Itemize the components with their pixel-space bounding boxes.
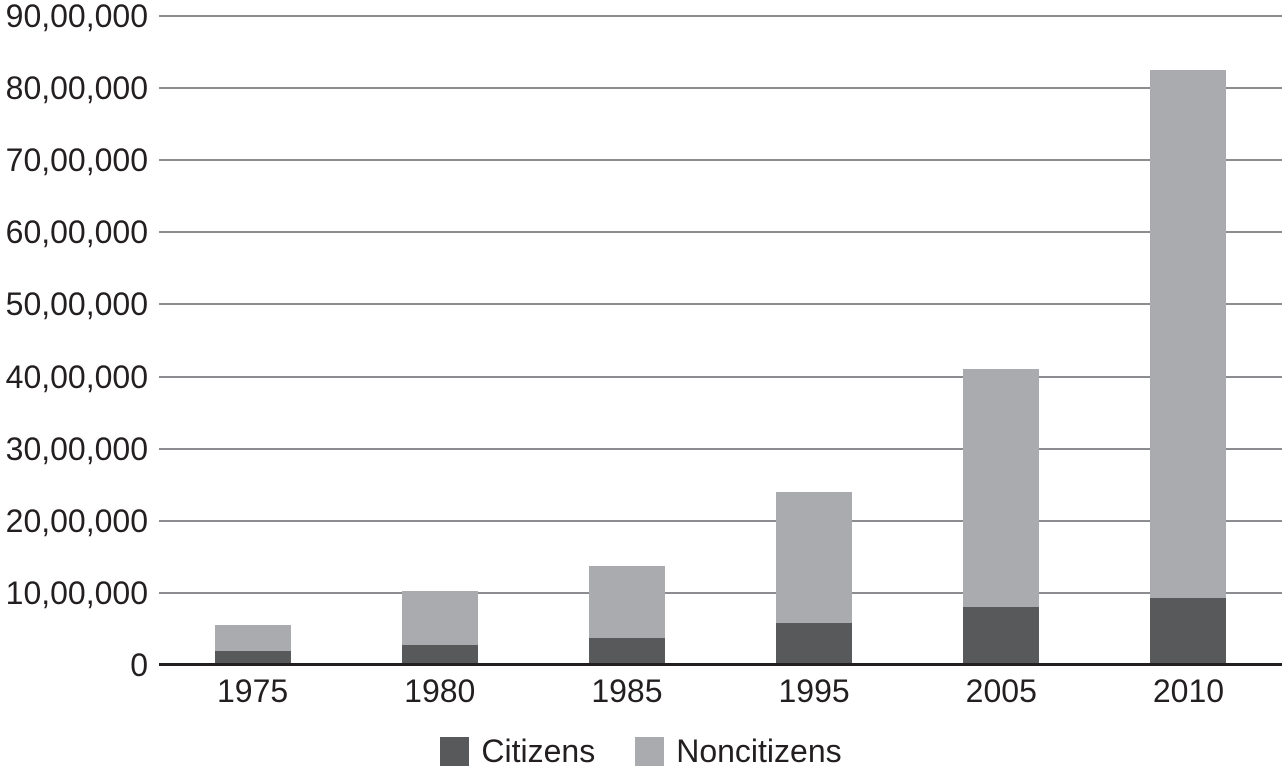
x-tick-label-1980: 1980: [404, 673, 476, 709]
gridline: [159, 303, 1282, 306]
bar-1985: [588, 16, 665, 665]
bars-row: [159, 16, 1282, 665]
y-tick-label: 30,00,000: [5, 430, 148, 467]
x-tick-label-1975: 1975: [216, 673, 289, 709]
x-tick-label-2005: 2005: [965, 673, 1037, 709]
x-tick-label-1995: 1995: [778, 673, 850, 709]
bar-slot-1975: [159, 16, 346, 665]
bar-segment-noncitizens-1980: [401, 590, 478, 645]
legend-label-noncitizens: Noncitizens: [676, 733, 842, 769]
bar-segment-noncitizens-2010: [1150, 70, 1227, 598]
legend-swatch-noncitizens: [635, 736, 665, 766]
bar-1975: [214, 16, 291, 665]
bar-slot-1985: [533, 16, 720, 665]
y-tick-label: 90,00,000: [5, 0, 148, 34]
y-tick-label: 70,00,000: [5, 142, 148, 179]
gridline: [159, 591, 1282, 594]
bar-slot-1995: [721, 16, 908, 665]
y-tick-label: 10,00,000: [5, 574, 148, 611]
bar-2010: [1150, 16, 1227, 665]
y-tick-label: 60,00,000: [5, 214, 148, 251]
gridline: [159, 231, 1282, 234]
y-axis: 0 10,00,000 20,00,000 30,00,000 40,00,000 50,…: [0, 0, 148, 681]
bar-segment-noncitizens-1975: [214, 625, 291, 651]
bar-slot-2005: [908, 16, 1095, 665]
gridline: [159, 15, 1282, 17]
bar-segment-citizens-1980: [401, 644, 478, 665]
gridline: [159, 375, 1282, 378]
legend-item-citizens: Citizens: [440, 734, 595, 768]
gridline: [159, 519, 1282, 522]
bar-slot-2010: [1095, 16, 1282, 665]
bar-segment-noncitizens-2005: [963, 369, 1040, 607]
legend-item-noncitizens: Noncitizens: [635, 733, 842, 769]
legend: Citizens Noncitizens: [0, 734, 1282, 768]
bar-2005: [963, 16, 1040, 665]
bar-segment-citizens-2005: [963, 606, 1040, 665]
y-tick-label: 0: [130, 647, 148, 683]
bar-1980: [401, 16, 478, 665]
y-tick-label: 50,00,000: [5, 286, 148, 323]
y-tick-label: 80,00,000: [5, 70, 148, 107]
bar-segment-noncitizens-1995: [776, 491, 853, 624]
y-tick-label: 40,00,000: [5, 358, 148, 395]
gridline: [159, 447, 1282, 450]
gridline: [159, 159, 1282, 162]
bar-segment-citizens-1975: [214, 650, 291, 665]
bar-segment-noncitizens-1985: [588, 565, 665, 638]
legend-swatch-citizens: [440, 736, 470, 766]
plot-area: [159, 15, 1282, 666]
bar-1995: [776, 16, 853, 665]
bar-segment-citizens-2010: [1150, 597, 1227, 665]
bar-segment-citizens-1985: [588, 637, 665, 665]
y-tick-label: 20,00,000: [5, 502, 148, 539]
legend-label-citizens: Citizens: [481, 733, 596, 769]
gridline: [159, 87, 1282, 90]
bar-segment-citizens-1995: [776, 623, 853, 665]
bar-slot-1980: [346, 16, 533, 665]
x-axis: 1975 1980 1985 1995 2005 2010: [159, 674, 1282, 708]
x-axis-line: [159, 663, 1282, 666]
x-tick-label-2010: 2010: [1152, 673, 1225, 709]
x-tick-label-1985: 1985: [591, 673, 663, 709]
